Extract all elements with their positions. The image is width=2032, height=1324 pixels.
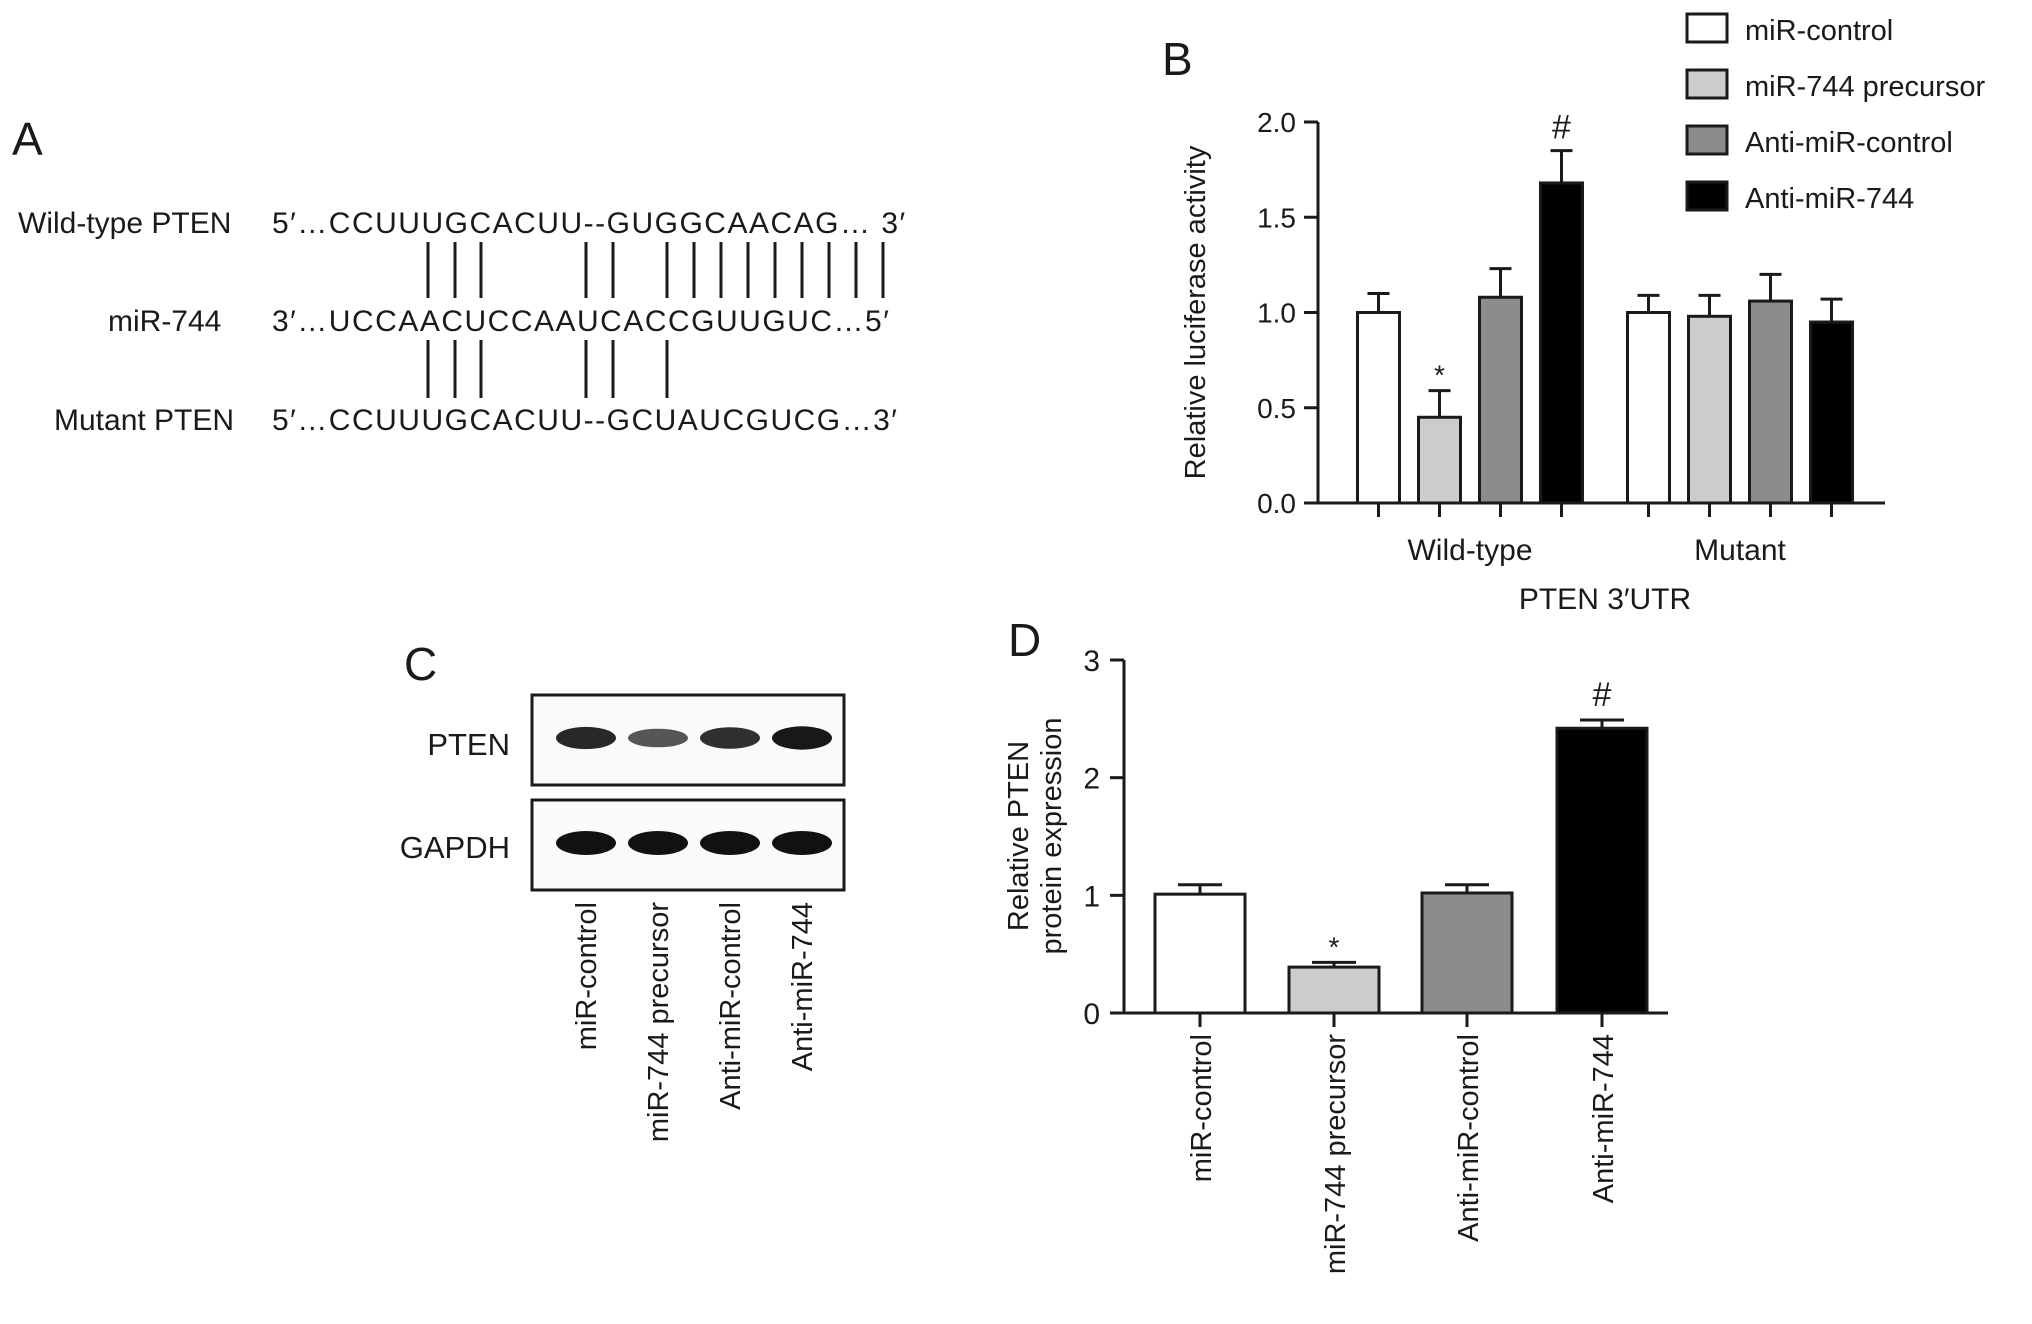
mutant-pten-label: Mutant PTEN: [54, 404, 234, 437]
panel-c: C PTEN GAPDH miR-control miR-744 precurs…: [400, 638, 846, 1142]
mir-744-sequence: 3′…UCCAACUCCAAUCACCGUUGUC…5′: [272, 305, 890, 338]
band-pten-anti-mir-744: [772, 726, 832, 750]
band-pten-anti-mir-control: [700, 727, 760, 749]
panel-b: B 0.0 0.5 1.0 1.5 2.0 Relative luciferase act…: [1162, 33, 1885, 616]
wildtype-pten-label: Wild-type PTEN: [18, 207, 231, 240]
panel-b-letter: B: [1162, 33, 1193, 85]
panel-a: A Wild-type PTEN 5′…CCUUUGCACUU--GUGGCAA…: [12, 113, 907, 437]
y-axis-title-line-1: Relative PTEN: [1003, 741, 1035, 931]
category-label-mutant: Mutant: [1694, 534, 1786, 567]
panel-d-letter: D: [1008, 614, 1041, 666]
bar-anti-mir-control-mutant: [1748, 299, 1793, 505]
band-gapdh-mir-744-precursor: [628, 831, 688, 855]
band-gapdh-anti-mir-744: [772, 831, 832, 855]
category-label-mir-control: miR-control: [1186, 1034, 1218, 1182]
legend-swatch-anti-mir-744: [1685, 180, 1729, 212]
y-tick-label: 1.5: [1257, 202, 1296, 233]
legend-label-anti-mir-744: Anti-miR-744: [1745, 183, 1914, 215]
bar-mir-744-precursor: [1287, 965, 1381, 1015]
y-tick-label: 2.0: [1257, 107, 1296, 138]
mir-744-label: miR-744: [108, 305, 221, 338]
bar-anti-mir-control: [1420, 891, 1514, 1015]
pten-expression-chart: 0 1 2 3 Relative PTEN protein expression miR-c…: [1003, 645, 1668, 1274]
blot-label-pten: PTEN: [427, 727, 510, 762]
legend: miR-control miR-744 precursor Anti-miR-c…: [1685, 12, 1985, 215]
significance-mark: #: [1552, 109, 1571, 147]
wildtype-pten-sequence: 5′…CCUUUGCACUU--GUGGCAACAG… 3′: [272, 207, 907, 240]
y-tick-label: 2: [1083, 763, 1100, 796]
y-tick-label: 1.0: [1257, 298, 1296, 329]
lane-label-anti-mir-744: Anti-miR-744: [787, 902, 819, 1071]
band-pten-mir-744-precursor: [628, 728, 688, 748]
y-axis-title-line-2: protein expression: [1036, 718, 1068, 955]
y-tick-label: 1: [1083, 880, 1100, 913]
significance-mark: #: [1593, 676, 1612, 714]
panel-d: D 0 1 2 3 Relative PTEN protein expression miR…: [1003, 614, 1668, 1274]
bar-anti-mir-744-mutant: [1809, 320, 1854, 505]
panel-c-letter: C: [404, 638, 437, 690]
legend-swatch-mir-744-precursor: [1685, 68, 1729, 100]
legend-label-anti-mir-control: Anti-miR-control: [1745, 127, 1953, 159]
blot-bands: [556, 726, 832, 855]
legend-label-mir-744-precursor: miR-744 precursor: [1745, 71, 1985, 103]
y-tick-label: 3: [1083, 645, 1100, 678]
bar-mir-744-precursor-mutant: [1687, 314, 1732, 505]
band-pten-mir-control: [556, 726, 616, 750]
mutant-pten-sequence: 5′…CCUUUGCACUU--GCUAUCGUCG…3′: [272, 404, 898, 437]
lane-label-mir-744-precursor: miR-744 precursor: [643, 902, 675, 1142]
legend-swatch-mir-control: [1685, 12, 1729, 44]
legend-label-mir-control: miR-control: [1745, 15, 1893, 47]
category-label-anti-mir-744: Anti-miR-744: [1588, 1034, 1620, 1203]
bar-mir-control-wild-type: [1356, 311, 1401, 505]
pairing-lines-mutant: [426, 340, 669, 398]
y-tick-label: 0.0: [1257, 488, 1296, 519]
category-label-anti-mir-control: Anti-miR-control: [1453, 1034, 1485, 1242]
band-gapdh-anti-mir-control: [700, 831, 760, 855]
y-tick-label: 0: [1083, 998, 1100, 1031]
significance-mark: *: [1329, 931, 1340, 962]
bar-mir-744-precursor-wild-type: [1417, 415, 1462, 505]
y-tick-label: 0.5: [1257, 393, 1296, 424]
panel-a-letter: A: [12, 113, 43, 165]
bar-anti-mir-control-wild-type: [1478, 295, 1523, 505]
legend-swatch-anti-mir-control: [1685, 124, 1729, 156]
bar-anti-mir-744-wild-type: [1539, 181, 1584, 505]
lane-label-anti-mir-control: Anti-miR-control: [715, 902, 747, 1110]
x-axis-title: PTEN 3′UTR: [1519, 583, 1691, 616]
bar-mir-control-mutant: [1626, 311, 1671, 505]
y-axis-title: Relative luciferase activity: [1180, 145, 1212, 479]
luciferase-chart: 0.0 0.5 1.0 1.5 2.0 Relative luciferase activ…: [1180, 107, 1885, 616]
bar-mir-control: [1153, 892, 1247, 1015]
category-label-mir-744-precursor: miR-744 precursor: [1320, 1034, 1352, 1274]
blot-label-gapdh: GAPDH: [400, 830, 510, 865]
significance-mark: *: [1434, 360, 1445, 391]
lane-label-mir-control: miR-control: [571, 902, 603, 1050]
category-label-wild-type: Wild-type: [1407, 534, 1532, 567]
pairing-lines-wildtype: [426, 242, 885, 298]
bar-anti-mir-744: [1555, 726, 1649, 1015]
band-gapdh-mir-control: [556, 831, 616, 855]
